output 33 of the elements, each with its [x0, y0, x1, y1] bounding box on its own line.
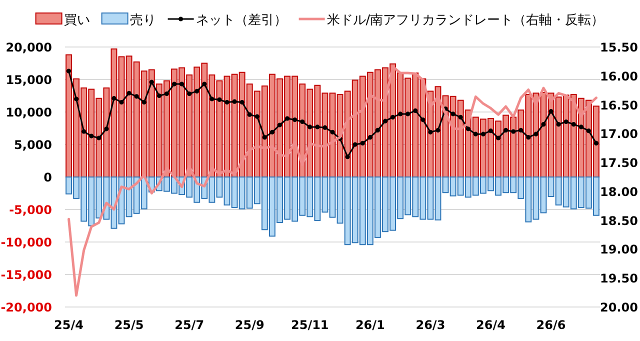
y-tick-label: -20,000: [0, 300, 52, 314]
y-tick-label: 5,000: [14, 138, 52, 152]
y-tick-label: 10,000: [6, 106, 52, 120]
y2-tick-label: 17.00: [600, 127, 638, 142]
y-tick-label: 20,000: [6, 40, 52, 54]
x-tick-label: 25/9: [234, 318, 264, 332]
y2-tick-label: 16.00: [600, 69, 638, 84]
y2-tick-label: 19.50: [600, 272, 638, 286]
y2-tick-label: 20.00: [600, 300, 638, 314]
x-tick-label: 26/3: [416, 318, 446, 332]
x-tick-label: 26/6: [536, 318, 566, 332]
y-tick-label: -10,000: [0, 236, 52, 250]
legend-label: ネット（差引）: [196, 13, 287, 28]
y2-tick-label: 19.00: [600, 242, 638, 257]
y2-tick-label: 16.50: [600, 98, 638, 112]
x-tick-label: 25/11: [291, 318, 329, 332]
y-tick-label: -15,000: [0, 268, 52, 282]
x-tick-label: 25/5: [114, 318, 144, 332]
y-tick-label: 15,000: [6, 73, 52, 87]
y2-tick-label: 18.50: [600, 214, 638, 228]
y-tick-label: 0: [44, 170, 52, 184]
y-tick-label: -5,000: [9, 203, 52, 217]
x-tick-label: 25/7: [174, 318, 204, 332]
y2-tick-label: 15.50: [600, 40, 638, 54]
x-tick-label: 26/1: [355, 318, 385, 332]
legend-label: 売り: [130, 13, 156, 28]
y2-tick-label: 17.50: [600, 156, 638, 170]
x-tick-label: 25/4: [54, 318, 84, 332]
legend-label: 買い: [64, 13, 90, 28]
x-tick-label: 26/4: [476, 318, 506, 332]
legend-label: 米ドル/南アフリカランドレート（右軸・反転）: [326, 13, 604, 28]
y2-tick-label: 18.00: [600, 184, 638, 199]
line-series: [68, 65, 598, 297]
